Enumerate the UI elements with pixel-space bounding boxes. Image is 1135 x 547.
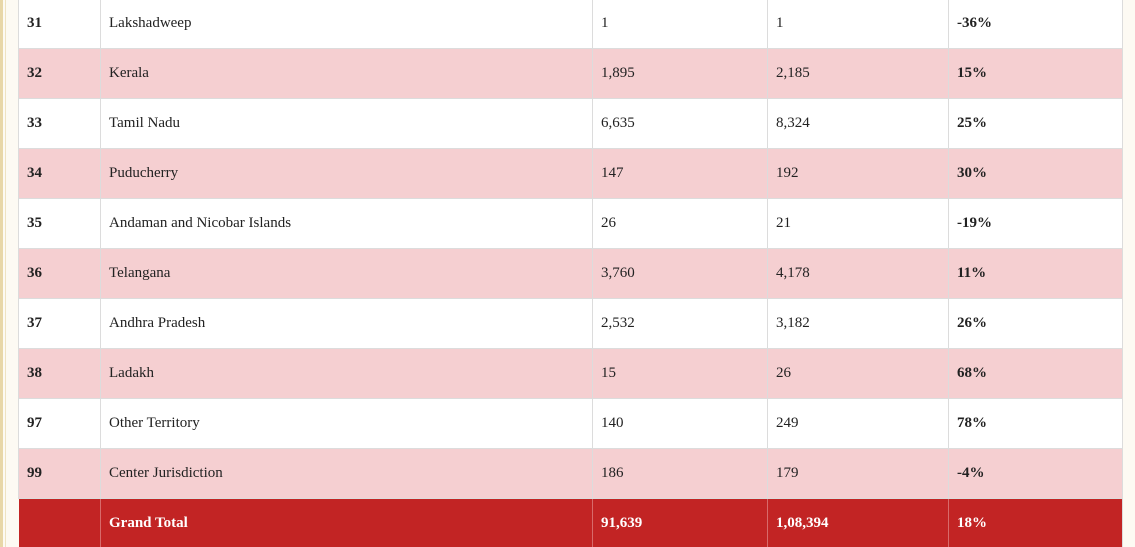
- state-name-cell: Telangana: [100, 248, 593, 299]
- total-code-cell: [18, 498, 101, 547]
- state-name-cell: Puducherry: [100, 148, 593, 199]
- state-code-cell: 34: [18, 148, 101, 199]
- previous-year-value-cell: 147: [592, 148, 768, 199]
- growth-percent-cell: -19%: [948, 198, 1123, 249]
- state-name-cell: Tamil Nadu: [100, 98, 593, 149]
- current-year-value-cell: 192: [767, 148, 949, 199]
- table-row: 34 Puducherry 147 192 30%: [18, 148, 1123, 199]
- table-row: 38 Ladakh 15 26 68%: [18, 348, 1123, 399]
- state-code-cell: 37: [18, 298, 101, 349]
- current-year-value-cell: 4,178: [767, 248, 949, 299]
- current-year-value-cell: 179: [767, 448, 949, 499]
- state-code-cell: 97: [18, 398, 101, 449]
- left-border-rule: [0, 0, 3, 547]
- table-row: 31 Lakshadweep 1 1 -36%: [18, 0, 1123, 49]
- growth-percent-cell: 26%: [948, 298, 1123, 349]
- previous-year-value-cell: 140: [592, 398, 768, 449]
- state-name-cell: Other Territory: [100, 398, 593, 449]
- previous-year-value-cell: 1: [592, 0, 768, 49]
- current-year-value-cell: 1: [767, 0, 949, 49]
- growth-percent-cell: 11%: [948, 248, 1123, 299]
- current-year-value-cell: 21: [767, 198, 949, 249]
- growth-percent-cell: -36%: [948, 0, 1123, 49]
- current-year-value-cell: 26: [767, 348, 949, 399]
- state-name-cell: Andaman and Nicobar Islands: [100, 198, 593, 249]
- table-row: 33 Tamil Nadu 6,635 8,324 25%: [18, 98, 1123, 149]
- growth-percent-cell: 78%: [948, 398, 1123, 449]
- grand-total-label: Grand Total: [100, 498, 593, 547]
- previous-year-value-cell: 15: [592, 348, 768, 399]
- table-body: 31 Lakshadweep 1 1 -36% 32 Kerala 1,895 2,185 15%…: [18, 0, 1123, 547]
- table-row: 35 Andaman and Nicobar Islands 26 21 -19%: [18, 198, 1123, 249]
- current-year-value-cell: 2,185: [767, 48, 949, 99]
- grand-total-row: Grand Total 91,639 1,08,394 18%: [18, 498, 1123, 547]
- left-border-rule-inner: [5, 0, 6, 547]
- previous-year-value-cell: 3,760: [592, 248, 768, 299]
- table-row: 97 Other Territory 140 249 78%: [18, 398, 1123, 449]
- total-growth-cell: 18%: [948, 498, 1123, 547]
- current-year-value-cell: 8,324: [767, 98, 949, 149]
- growth-percent-cell: 30%: [948, 148, 1123, 199]
- growth-percent-cell: -4%: [948, 448, 1123, 499]
- state-name-cell: Center Jurisdiction: [100, 448, 593, 499]
- table-row: 36 Telangana 3,760 4,178 11%: [18, 248, 1123, 299]
- growth-percent-cell: 68%: [948, 348, 1123, 399]
- state-code-cell: 99: [18, 448, 101, 499]
- previous-year-value-cell: 26: [592, 198, 768, 249]
- previous-year-value-cell: 2,532: [592, 298, 768, 349]
- previous-year-value-cell: 186: [592, 448, 768, 499]
- growth-percent-cell: 25%: [948, 98, 1123, 149]
- current-year-value-cell: 3,182: [767, 298, 949, 349]
- state-name-cell: Andhra Pradesh: [100, 298, 593, 349]
- state-code-cell: 38: [18, 348, 101, 399]
- previous-year-value-cell: 1,895: [592, 48, 768, 99]
- growth-percent-cell: 15%: [948, 48, 1123, 99]
- state-name-cell: Lakshadweep: [100, 0, 593, 49]
- table-row: 37 Andhra Pradesh 2,532 3,182 26%: [18, 298, 1123, 349]
- previous-year-value-cell: 6,635: [592, 98, 768, 149]
- total-previous-year-cell: 91,639: [592, 498, 768, 547]
- total-current-year-cell: 1,08,394: [767, 498, 949, 547]
- state-code-cell: 31: [18, 0, 101, 49]
- current-year-value-cell: 249: [767, 398, 949, 449]
- state-code-cell: 35: [18, 198, 101, 249]
- state-name-cell: Kerala: [100, 48, 593, 99]
- table-row: 99 Center Jurisdiction 186 179 -4%: [18, 448, 1123, 499]
- state-code-cell: 36: [18, 248, 101, 299]
- state-code-cell: 33: [18, 98, 101, 149]
- state-collection-table: 31 Lakshadweep 1 1 -36% 32 Kerala 1,895 2,185 15%…: [18, 0, 1123, 547]
- state-code-cell: 32: [18, 48, 101, 99]
- table-row: 32 Kerala 1,895 2,185 15%: [18, 48, 1123, 99]
- state-name-cell: Ladakh: [100, 348, 593, 399]
